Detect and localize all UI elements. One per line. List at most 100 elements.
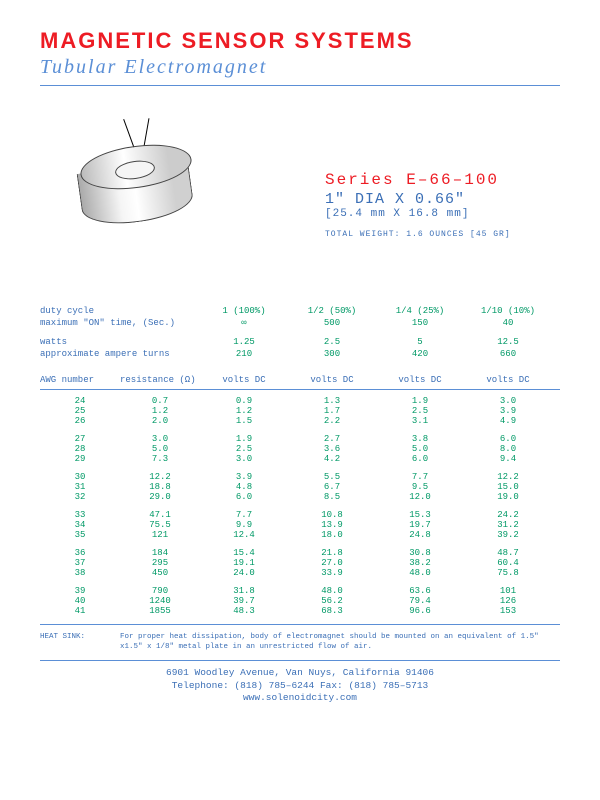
volts-cell: 19.0 — [464, 492, 552, 502]
duty-value: 1 (100%) — [200, 306, 288, 318]
awg-cell: 34 — [40, 520, 120, 530]
watts-row: watts approximate ampere turns 1.25210 2… — [40, 337, 560, 360]
resistance-cell: 0.7 — [120, 396, 200, 406]
volts-cell: 6.0 — [464, 434, 552, 444]
resistance-cell: 1240 — [120, 596, 200, 606]
table-row: 285.02.53.65.08.0 — [40, 444, 560, 454]
awg-cell: 27 — [40, 434, 120, 444]
volts-cell: 31.2 — [464, 520, 552, 530]
volts-cell: 56.2 — [288, 596, 376, 606]
resistance-cell: 75.5 — [120, 520, 200, 530]
resistance-header: resistance (Ω) — [120, 375, 200, 385]
volts-cell: 75.8 — [464, 568, 552, 578]
amp-value: 420 — [376, 349, 464, 361]
table-row: 3845024.033.948.075.8 — [40, 568, 560, 578]
volts-cell: 33.9 — [288, 568, 376, 578]
table-row: 3347.17.710.815.324.2 — [40, 510, 560, 520]
duty-value: 1/2 (50%) — [288, 306, 376, 318]
volts-cell: 48.3 — [200, 606, 288, 616]
table-rule — [40, 389, 560, 390]
volts-cell: 31.8 — [200, 586, 288, 596]
watts-label: watts — [40, 337, 200, 349]
duty-value: 1/10 (10%) — [464, 306, 552, 318]
volts-cell: 27.0 — [288, 558, 376, 568]
volts-cell: 2.7 — [288, 434, 376, 444]
max-on-label: maximum "ON" time, (Sec.) — [40, 318, 200, 330]
on-value: 40 — [464, 318, 552, 330]
volts-cell: 19.7 — [376, 520, 464, 530]
table-row: 3229.06.08.512.019.0 — [40, 492, 560, 502]
volts-cell: 5.0 — [376, 444, 464, 454]
awg-cell: 25 — [40, 406, 120, 416]
volts-cell: 18.0 — [288, 530, 376, 540]
table-row: 3729519.127.038.260.4 — [40, 558, 560, 568]
resistance-cell: 29.0 — [120, 492, 200, 502]
awg-cell: 28 — [40, 444, 120, 454]
on-value: 500 — [288, 318, 376, 330]
volts-cell: 3.9 — [200, 472, 288, 482]
volts-header: volts DC — [200, 375, 288, 385]
volts-cell: 8.0 — [464, 444, 552, 454]
volts-cell: 1.3 — [288, 396, 376, 406]
volts-cell: 12.4 — [200, 530, 288, 540]
product-subtitle: Tubular Electromagnet — [40, 56, 560, 79]
table-row: 3475.59.913.919.731.2 — [40, 520, 560, 530]
resistance-cell: 2.0 — [120, 416, 200, 426]
table-row: 3979031.848.063.6101 — [40, 586, 560, 596]
resistance-cell: 47.1 — [120, 510, 200, 520]
resistance-cell: 295 — [120, 558, 200, 568]
awg-cell: 37 — [40, 558, 120, 568]
volts-cell: 15.4 — [200, 548, 288, 558]
table-row: 3512112.418.024.839.2 — [40, 530, 560, 540]
heatsink-note: HEAT SINK: For proper heat dissipation, … — [40, 633, 560, 653]
awg-cell: 24 — [40, 396, 120, 406]
volts-cell: 5.5 — [288, 472, 376, 482]
awg-cell: 26 — [40, 416, 120, 426]
resistance-cell: 12.2 — [120, 472, 200, 482]
resistance-cell: 3.0 — [120, 434, 200, 444]
volts-cell: 1.5 — [200, 416, 288, 426]
volts-cell: 126 — [464, 596, 552, 606]
volts-cell: 10.8 — [288, 510, 376, 520]
volts-cell: 19.1 — [200, 558, 288, 568]
awg-cell: 40 — [40, 596, 120, 606]
table-row: 240.70.91.31.93.0 — [40, 396, 560, 406]
volts-cell: 6.0 — [200, 492, 288, 502]
amp-turns-label: approximate ampere turns — [40, 349, 200, 361]
data-group: 273.01.92.73.86.0285.02.53.65.08.0297.33… — [40, 434, 560, 464]
volts-cell: 9.5 — [376, 482, 464, 492]
duty-cycle-row: duty cycle maximum "ON" time, (Sec.) 1 (… — [40, 306, 560, 329]
volts-cell: 4.9 — [464, 416, 552, 426]
volts-cell: 48.0 — [288, 586, 376, 596]
amp-value: 210 — [200, 349, 288, 361]
footer-phone: Telephone: (818) 785–6244 Fax: (818) 785… — [40, 680, 560, 692]
volts-cell: 7.7 — [376, 472, 464, 482]
awg-cell: 41 — [40, 606, 120, 616]
table-row: 262.01.52.23.14.9 — [40, 416, 560, 426]
volts-cell: 60.4 — [464, 558, 552, 568]
amp-value: 660 — [464, 349, 552, 361]
resistance-cell: 18.8 — [120, 482, 200, 492]
volts-cell: 24.2 — [464, 510, 552, 520]
volts-cell: 13.9 — [288, 520, 376, 530]
volts-cell: 3.8 — [376, 434, 464, 444]
footer: 6901 Woodley Avenue, Van Nuys, Californi… — [40, 667, 560, 704]
volts-cell: 6.7 — [288, 482, 376, 492]
heatsink-text: For proper heat dissipation, body of ele… — [120, 633, 560, 653]
company-title: Magnetic Sensor Systems — [40, 28, 560, 54]
product-drawing — [70, 116, 270, 266]
volts-cell: 3.9 — [464, 406, 552, 416]
resistance-cell: 1855 — [120, 606, 200, 616]
top-rule — [40, 85, 560, 86]
volts-cell: 2.5 — [376, 406, 464, 416]
volts-cell: 1.9 — [200, 434, 288, 444]
on-value: 150 — [376, 318, 464, 330]
volts-cell: 15.0 — [464, 482, 552, 492]
volts-cell: 63.6 — [376, 586, 464, 596]
resistance-cell: 184 — [120, 548, 200, 558]
data-group: 240.70.91.31.93.0251.21.21.72.53.9262.01… — [40, 396, 560, 426]
dimensions-in: 1" DIA X 0.66" — [325, 191, 511, 208]
volts-cell: 153 — [464, 606, 552, 616]
volts-header: volts DC — [376, 375, 464, 385]
volts-cell: 3.6 — [288, 444, 376, 454]
